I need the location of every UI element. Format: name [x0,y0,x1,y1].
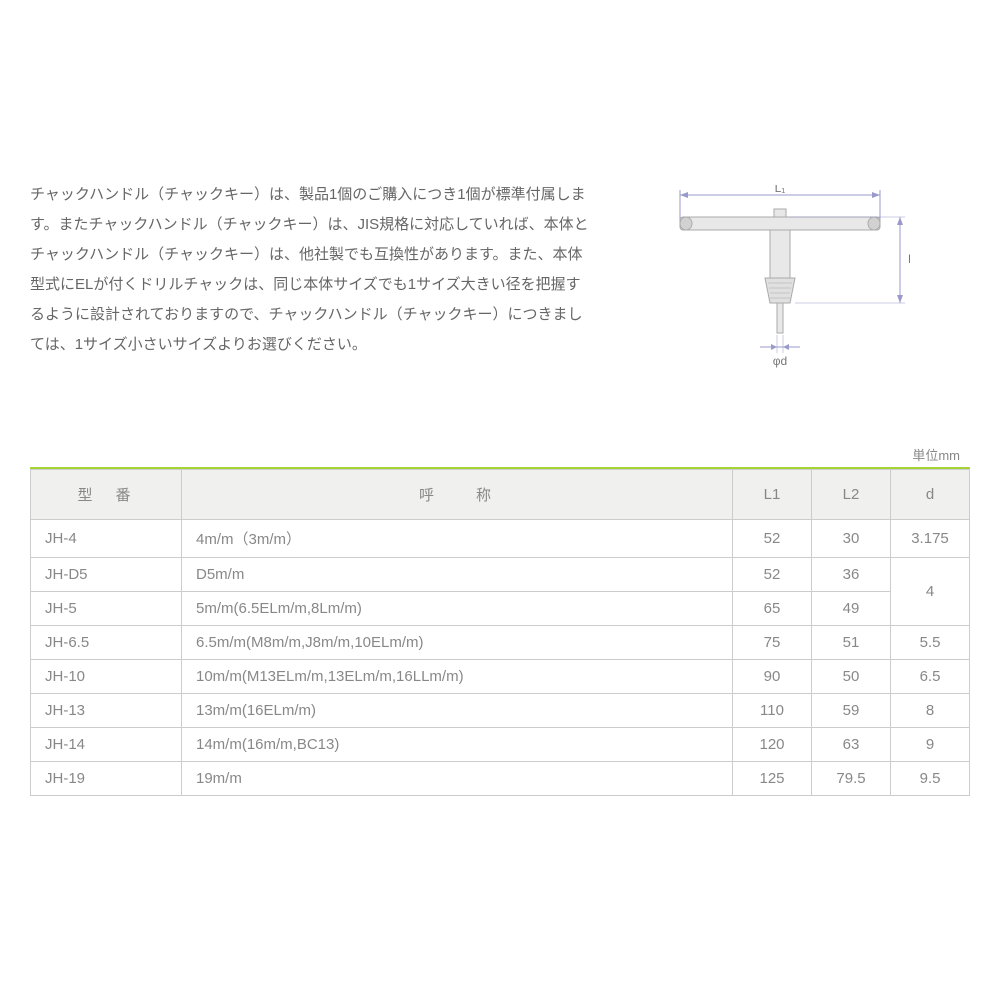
cell-d: 3.175 [891,520,970,558]
cell-model: JH-D5 [31,558,182,592]
cell-L2: 36 [812,558,891,592]
table-row: JH-D5D5m/m52364 [31,558,970,592]
col-header-name: 呼 称 [182,470,733,520]
cell-d: 6.5 [891,660,970,694]
table-row: JH-1919m/m12579.59.5 [31,762,970,796]
cell-d: 9.5 [891,762,970,796]
cell-model: JH-5 [31,592,182,626]
cell-d: 9 [891,728,970,762]
dim-label-d: φd [773,354,787,368]
table-row: JH-1010m/m(M13ELm/m,13ELm/m,16LLm/m)9050… [31,660,970,694]
table-row: JH-55m/m(6.5ELm/m,8Lm/m)6549 [31,592,970,626]
dim-label-L2: L₂ [908,252,910,266]
cell-model: JH-4 [31,520,182,558]
cell-name: 5m/m(6.5ELm/m,8Lm/m) [182,592,733,626]
cell-L2: 30 [812,520,891,558]
cell-d: 4 [891,558,970,626]
cell-name: 10m/m(M13ELm/m,13ELm/m,16LLm/m) [182,660,733,694]
col-header-d: d [891,470,970,520]
cell-name: 19m/m [182,762,733,796]
cell-L1: 52 [733,558,812,592]
cell-d: 5.5 [891,626,970,660]
col-header-model: 型 番 [31,470,182,520]
cell-name: 6.5m/m(M8m/m,J8m/m,10ELm/m) [182,626,733,660]
cell-L2: 50 [812,660,891,694]
dim-label-L1: L₁ [775,185,786,195]
product-description: チャックハンドル（チャックキー）は、製品1個のご購入につき1個が標準付属します。… [30,180,590,375]
cell-L1: 125 [733,762,812,796]
dimension-diagram: L₁ [630,180,970,375]
table-row: JH-6.56.5m/m(M8m/m,J8m/m,10ELm/m)75515.5 [31,626,970,660]
table-row: JH-1313m/m(16ELm/m)110598 [31,694,970,728]
cell-model: JH-6.5 [31,626,182,660]
unit-label: 単位mm [30,445,970,464]
cell-name: 13m/m(16ELm/m) [182,694,733,728]
cell-d: 8 [891,694,970,728]
cell-L1: 110 [733,694,812,728]
spec-table: 型 番 呼 称 L1 L2 d JH-44m/m（3m/m）52303.175J… [30,469,970,796]
cell-L2: 59 [812,694,891,728]
cell-L2: 79.5 [812,762,891,796]
cell-L1: 52 [733,520,812,558]
cell-L1: 120 [733,728,812,762]
cell-model: JH-14 [31,728,182,762]
col-header-L2: L2 [812,470,891,520]
cell-L1: 75 [733,626,812,660]
cell-name: 14m/m(16m/m,BC13) [182,728,733,762]
cell-name: 4m/m（3m/m） [182,520,733,558]
cell-L1: 65 [733,592,812,626]
cell-L2: 51 [812,626,891,660]
cell-name: D5m/m [182,558,733,592]
cell-model: JH-19 [31,762,182,796]
table-row: JH-44m/m（3m/m）52303.175 [31,520,970,558]
table-row: JH-1414m/m(16m/m,BC13)120639 [31,728,970,762]
cell-L2: 49 [812,592,891,626]
cell-L1: 90 [733,660,812,694]
col-header-L1: L1 [733,470,812,520]
cell-model: JH-10 [31,660,182,694]
cell-model: JH-13 [31,694,182,728]
cell-L2: 63 [812,728,891,762]
